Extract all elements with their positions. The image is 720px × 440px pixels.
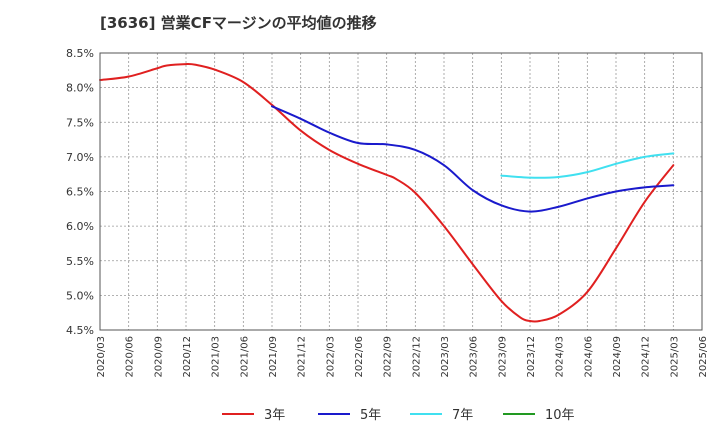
x-tick-label: 2023/09 bbox=[497, 336, 508, 378]
x-tick-label: 2022/09 bbox=[383, 336, 394, 378]
series-layer bbox=[99, 63, 675, 323]
x-tick-label: 2020/03 bbox=[96, 336, 107, 378]
y-tick-label: 5.0% bbox=[66, 289, 94, 302]
y-tick-label: 8.0% bbox=[66, 82, 94, 95]
x-tick-label: 2020/09 bbox=[153, 336, 164, 378]
x-tick-label: 2024/09 bbox=[612, 336, 623, 378]
y-tick-label: 4.5% bbox=[66, 324, 94, 337]
x-tick-label: 2020/12 bbox=[182, 336, 193, 378]
x-axis: 2020/03 2020/06 2020/09 2020/12 2021/03 2021/… bbox=[96, 336, 709, 378]
y-tick-label: 7.0% bbox=[66, 151, 94, 164]
y-tick-label: 6.5% bbox=[66, 186, 94, 199]
legend-label-0: 3年 bbox=[264, 408, 285, 423]
series-line-0 bbox=[99, 63, 675, 323]
x-tick-label: 2020/06 bbox=[125, 336, 136, 378]
series-line-2 bbox=[500, 152, 675, 179]
x-tick-label: 2021/12 bbox=[297, 336, 308, 378]
legend-label-2: 7年 bbox=[452, 408, 473, 423]
x-tick-label: 2021/09 bbox=[268, 336, 279, 378]
y-tick-label: 7.5% bbox=[66, 116, 94, 129]
x-tick-label: 2023/12 bbox=[526, 336, 537, 378]
series-line-1 bbox=[271, 105, 675, 213]
x-tick-label: 2024/12 bbox=[641, 336, 652, 378]
y-axis: 4.5% 5.0% 5.5% 6.0% 6.5% 7.0% 7.5% 8.0% 8.5% bbox=[66, 47, 94, 337]
chart-title: [3636] 営業CFマージンの平均値の推移 bbox=[100, 14, 377, 32]
x-tick-label: 2023/03 bbox=[440, 336, 451, 378]
x-tick-label: 2022/03 bbox=[325, 336, 336, 378]
x-tick-label: 2024/06 bbox=[583, 336, 594, 378]
y-tick-label: 8.5% bbox=[66, 47, 94, 60]
x-tick-label: 2024/03 bbox=[555, 336, 566, 378]
x-tick-label: 2025/03 bbox=[669, 336, 680, 378]
x-tick-label: 2021/03 bbox=[211, 336, 222, 378]
y-tick-label: 5.5% bbox=[66, 255, 94, 268]
x-tick-label: 2021/06 bbox=[239, 336, 250, 378]
legend-label-3: 10年 bbox=[545, 408, 575, 423]
x-tick-label: 2022/06 bbox=[354, 336, 365, 378]
y-tick-label: 6.0% bbox=[66, 220, 94, 233]
legend: 3年 5年 7年 10年 bbox=[222, 408, 575, 423]
plot-frame bbox=[99, 52, 703, 331]
legend-label-1: 5年 bbox=[360, 408, 381, 423]
x-tick-label: 2022/12 bbox=[411, 336, 422, 378]
x-tick-label: 2023/06 bbox=[469, 336, 480, 378]
x-tick-label: 2025/06 bbox=[698, 336, 709, 378]
